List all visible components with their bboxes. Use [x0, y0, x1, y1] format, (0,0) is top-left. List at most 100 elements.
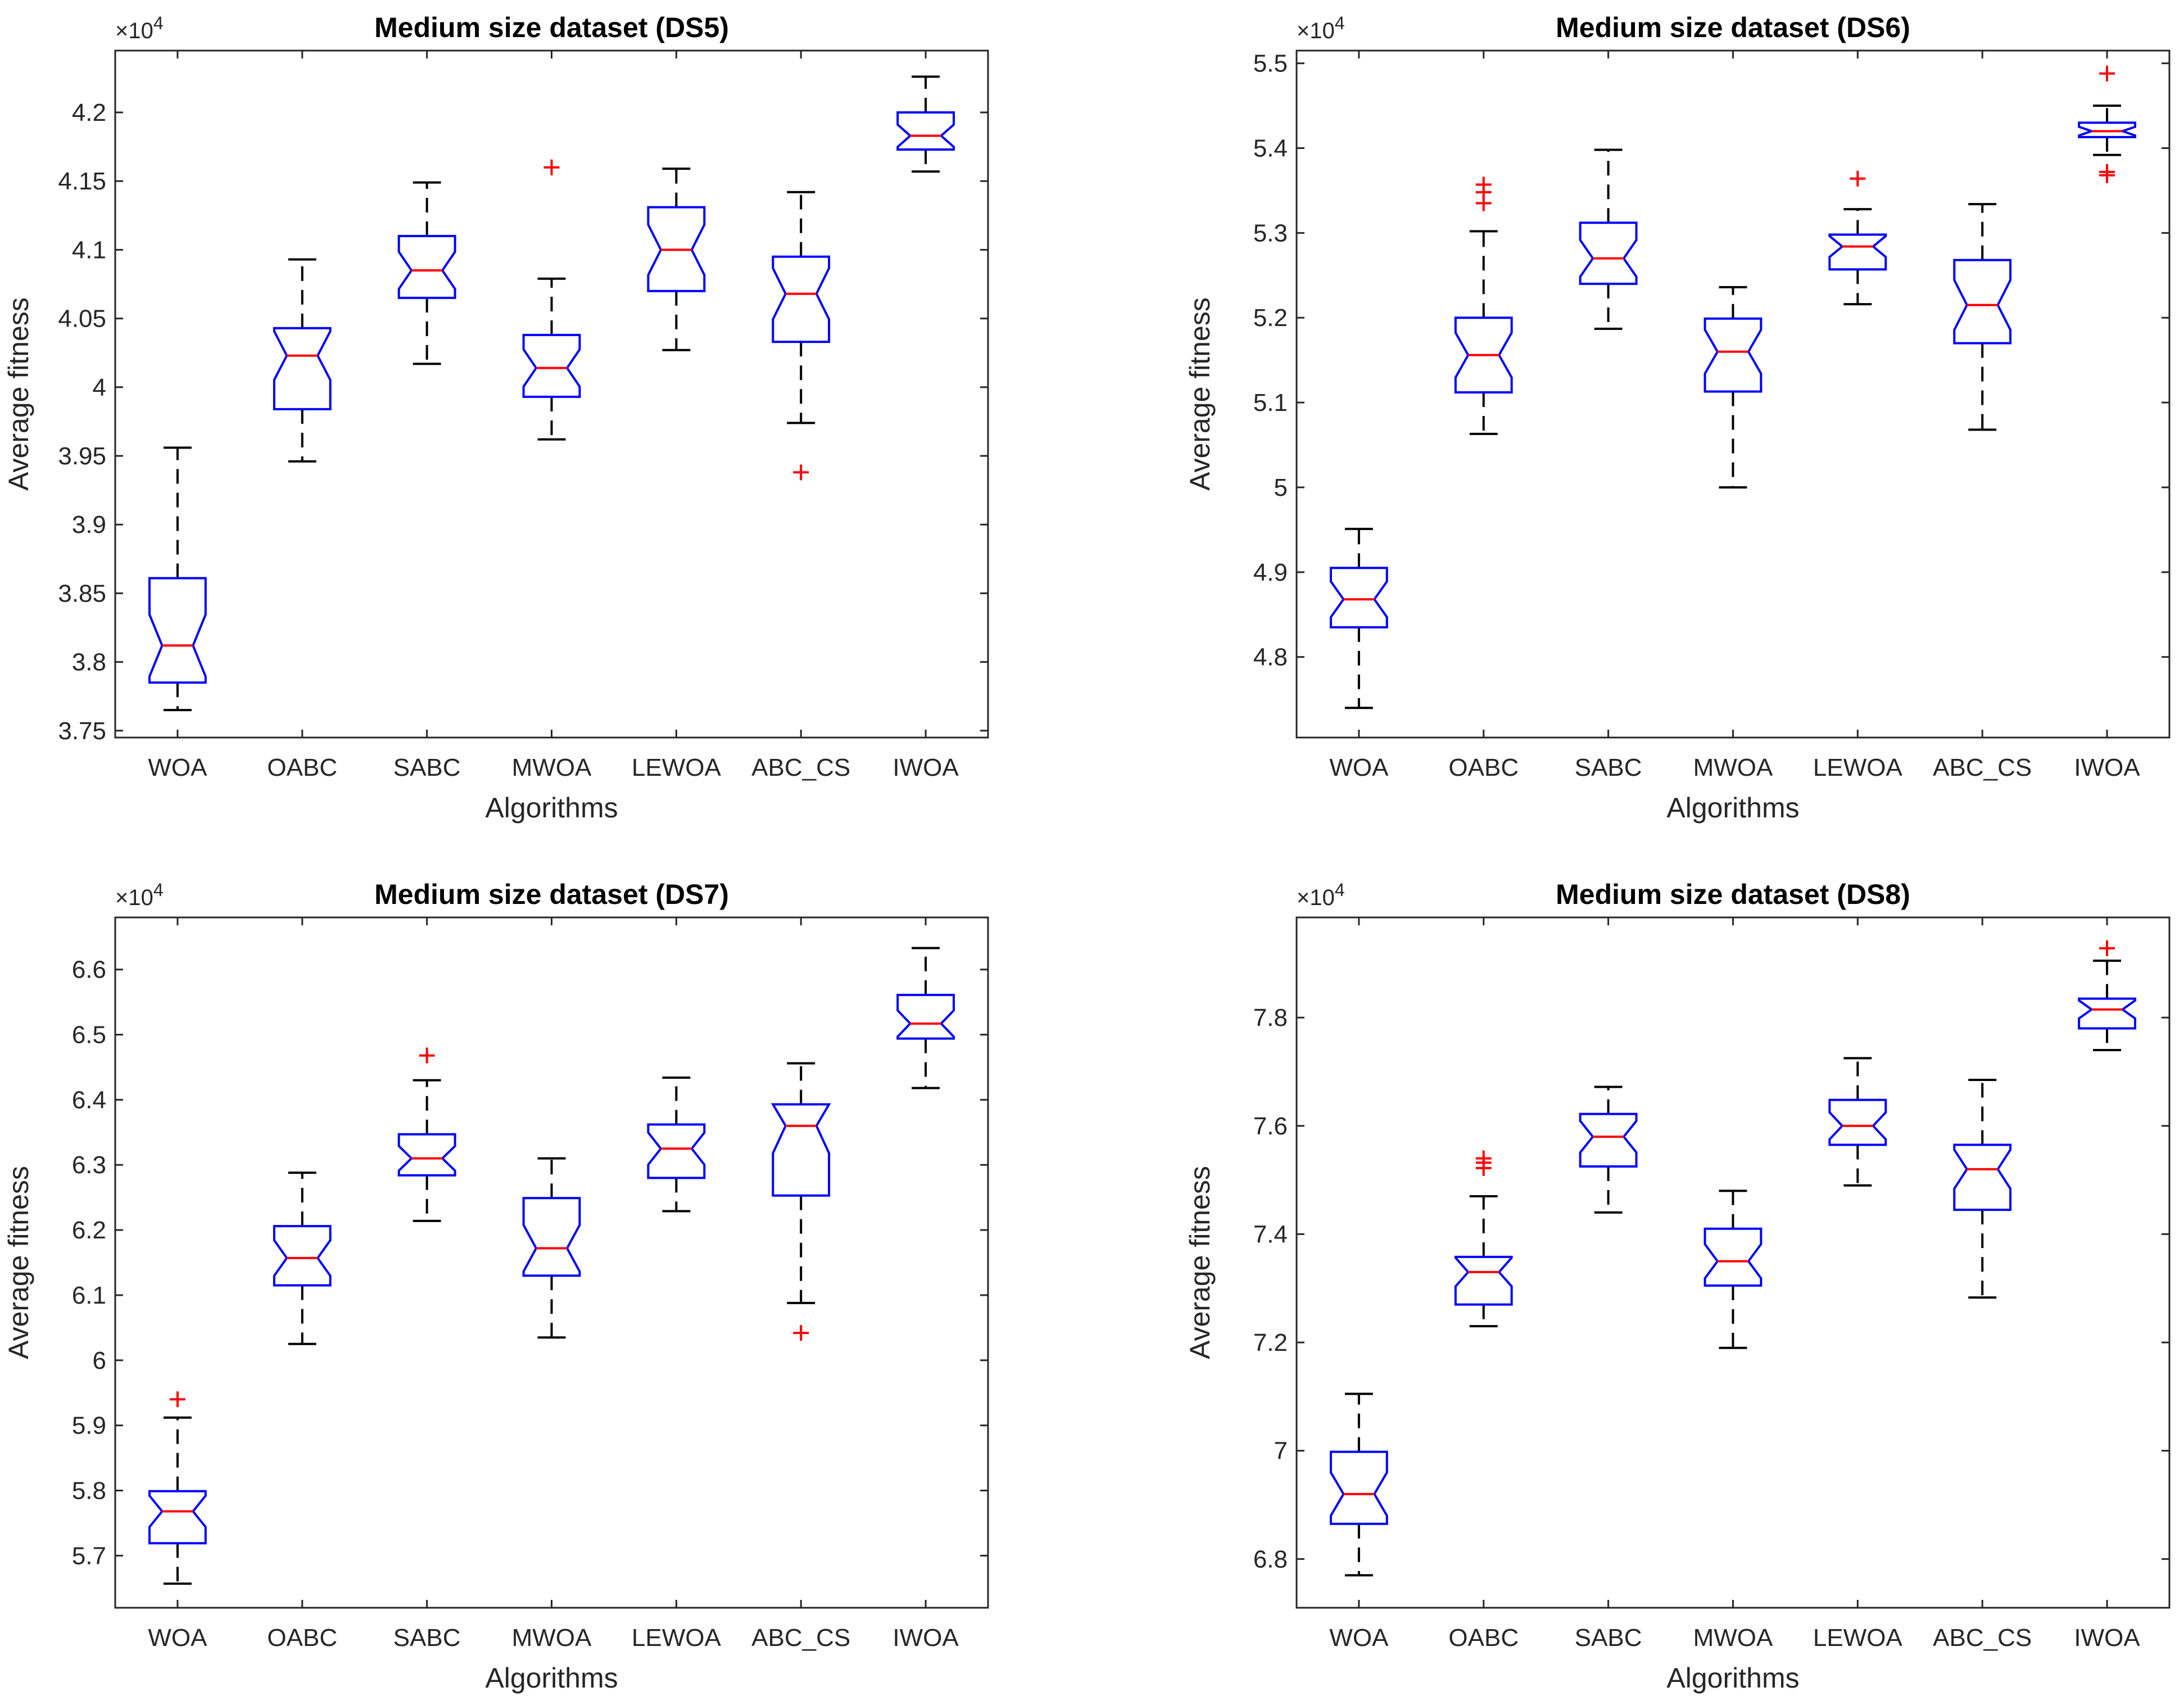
x-tick-label-woa: WOA — [1329, 1624, 1389, 1652]
y-tick-label: 6.1 — [72, 1282, 106, 1309]
outlier-marker — [419, 1047, 435, 1064]
outlier-marker — [2099, 164, 2115, 180]
box-oabc — [1454, 177, 1513, 435]
box-body — [771, 1103, 831, 1197]
y-axis-exponent-power: 4 — [1335, 13, 1345, 33]
box-lewoa — [1828, 170, 1887, 306]
y-axis-exponent-power: 4 — [1335, 880, 1345, 900]
box-body — [1454, 1255, 1513, 1306]
box-oabc — [273, 258, 332, 463]
box-body — [522, 333, 581, 398]
box-body — [1579, 1112, 1638, 1168]
x-tick-label-sabc: SABC — [393, 754, 461, 781]
y-tick-label: 7.6 — [1253, 1112, 1288, 1140]
outlier-marker — [169, 1391, 185, 1408]
outlier-marker — [793, 1325, 809, 1341]
y-tick-label: 5.9 — [72, 1412, 106, 1440]
y-tick-label: 5.3 — [1253, 219, 1288, 247]
box-body — [273, 1225, 332, 1287]
box-body — [1579, 221, 1638, 285]
box-body — [1828, 233, 1887, 271]
x-tick-label-lewoa: LEWOA — [632, 1624, 722, 1652]
y-axis-exponent: ×104 — [115, 13, 164, 43]
y-axis-label: Average fitness — [3, 1166, 34, 1359]
box-body — [1703, 317, 1762, 393]
x-tick-label-abc-cs: ABC_CS — [751, 1624, 850, 1652]
box-body — [2078, 121, 2136, 138]
box-sabc — [397, 181, 456, 365]
chart-title: Medium size dataset (DS5) — [374, 12, 729, 43]
x-axis-label: Algorithms — [1666, 1662, 1799, 1694]
x-tick-label-lewoa: LEWOA — [1813, 754, 1903, 781]
y-axis-exponent-base: ×10 — [115, 19, 153, 43]
y-tick-label: 4 — [93, 374, 106, 401]
y-tick-label: 5.1 — [1253, 389, 1288, 417]
box-abc-cs — [1953, 1078, 2012, 1299]
x-tick-label-mwoa: MWOA — [1693, 754, 1773, 781]
box-woa — [1330, 1392, 1388, 1577]
box-body — [896, 993, 955, 1040]
y-tick-label: 7.2 — [1253, 1329, 1288, 1356]
y-axis-label: Average fitness — [1184, 1166, 1216, 1359]
box-body — [397, 234, 456, 299]
y-tick-label: 6 — [93, 1347, 106, 1374]
x-tick-label-lewoa: LEWOA — [1813, 1624, 1903, 1652]
y-tick-label: 5.4 — [1253, 134, 1288, 162]
box-abc-cs — [772, 191, 831, 481]
box-body — [522, 1197, 581, 1277]
y-tick-label: 3.75 — [58, 717, 106, 745]
x-tick-label-abc-cs: ABC_CS — [1933, 1624, 2032, 1652]
boxplot-panel-3: 5.7 5.8 5.9 6 6.1 6.2 6.3 6.4 6.5 6.6 WOA OABC SABC M… — [3, 879, 989, 1694]
y-tick-label: 6.3 — [72, 1151, 106, 1179]
chart-title: Medium size dataset (DS6) — [1556, 12, 1910, 43]
y-axis-exponent-power: 4 — [153, 880, 164, 900]
x-tick-label-woa: WOA — [148, 754, 207, 781]
y-tick-label: 5 — [1274, 474, 1288, 501]
box-mwoa — [1703, 286, 1762, 489]
box-oabc — [273, 1172, 332, 1345]
y-axis-exponent-base: ×10 — [1297, 885, 1335, 910]
y-tick-label: 3.95 — [58, 442, 106, 470]
y-axis-exponent: ×104 — [1297, 13, 1345, 43]
box-iwoa — [2078, 940, 2136, 1051]
y-tick-label: 6.6 — [72, 956, 106, 984]
box-woa — [148, 1391, 207, 1585]
box-mwoa — [522, 159, 581, 441]
y-tick-label: 5.8 — [72, 1477, 106, 1504]
box-abc-cs — [771, 1062, 831, 1341]
x-tick-label-oabc: OABC — [267, 754, 337, 781]
outlier-marker — [1850, 170, 1866, 187]
y-tick-label: 3.85 — [58, 580, 106, 607]
box-lewoa — [647, 1076, 706, 1213]
boxplot-panel-2: 4.8 4.9 5 5.1 5.2 5.3 5.4 5.5 WOA OABC SABC MWOA LEW… — [1184, 12, 2171, 824]
boxplot-panel-4: 6.8 7 7.2 7.4 7.6 7.8 WOA OABC SABC MWOA LEWOA ABC_… — [1184, 879, 2171, 1694]
y-tick-label: 7.8 — [1253, 1004, 1288, 1032]
x-tick-label-oabc: OABC — [267, 1624, 337, 1652]
box-body — [273, 327, 332, 410]
y-tick-label: 4.9 — [1253, 559, 1288, 586]
outlier-marker — [543, 159, 560, 175]
y-tick-label: 3.8 — [72, 649, 106, 676]
y-tick-label: 6.5 — [72, 1021, 106, 1049]
x-tick-label-iwoa: IWOA — [892, 754, 959, 781]
x-tick-label-abc-cs: ABC_CS — [1933, 754, 2032, 781]
outlier-marker — [1475, 177, 1492, 193]
box-body — [148, 1490, 207, 1545]
box-lewoa — [647, 168, 706, 351]
y-axis-exponent-power: 4 — [153, 13, 164, 33]
box-body — [896, 111, 955, 151]
x-tick-label-sabc: SABC — [1575, 1624, 1642, 1652]
box-sabc — [1579, 1086, 1638, 1214]
y-tick-label: 7 — [1274, 1437, 1288, 1465]
x-tick-label-woa: WOA — [148, 1624, 207, 1652]
y-tick-label: 5.5 — [1253, 50, 1288, 78]
outlier-marker — [1475, 1150, 1492, 1166]
box-body — [1330, 1450, 1388, 1525]
x-tick-label-sabc: SABC — [1575, 754, 1642, 781]
box-oabc — [1454, 1150, 1513, 1328]
box-abc-cs — [1953, 203, 2012, 431]
x-tick-label-iwoa: IWOA — [2074, 1624, 2140, 1652]
x-tick-label-abc-cs: ABC_CS — [751, 754, 850, 781]
y-tick-label: 6.8 — [1253, 1545, 1288, 1573]
